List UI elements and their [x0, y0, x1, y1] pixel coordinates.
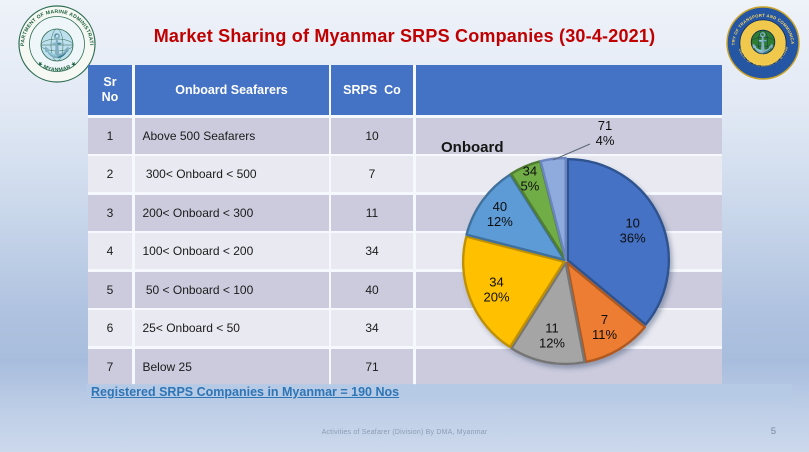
pie-slice-2	[510, 261, 586, 366]
pie-chart-title: Onboard	[441, 139, 504, 156]
table-cell-range: 25< Onboard < 50	[134, 310, 329, 346]
anchor-icon: ⚓	[751, 32, 775, 55]
table-cell-sr: 7	[88, 348, 132, 385]
table-cell-range: 300< Onboard < 500	[134, 156, 329, 192]
page-number: 5	[770, 426, 776, 437]
anchor-icon: ⚓	[43, 33, 72, 60]
note-band: Registered SRPS Companies in Myanmar = 1…	[86, 384, 792, 401]
motc-seal-logo: ⚓ MINISTRY OF TRANSPORT AND COMMUNICATIO…	[726, 6, 800, 80]
pie-label-6: 71 4%	[596, 118, 615, 148]
pie-slice-4	[465, 173, 566, 262]
pie-label-5: 34 5%	[521, 164, 540, 194]
table-header-cell-2: SRPS Co	[331, 65, 413, 115]
table-cell-range: Below 25	[134, 348, 329, 385]
table-cell-range: 200< Onboard < 300	[134, 194, 329, 231]
table-cell-count: 7	[331, 156, 413, 192]
pie-label-0: 10 36%	[620, 216, 646, 246]
table-cell-range: 100< Onboard < 200	[134, 233, 329, 269]
onboard-pie-chart: 10 36% 7 11% 11 12% 34 20% 40 12% 34 5% 71 4%	[461, 118, 670, 366]
table-cell-count: 71	[331, 348, 413, 385]
slide-title: Market Sharing of Myanmar SRPS Companies…	[153, 26, 656, 46]
pie-label-3: 34 20%	[484, 275, 510, 305]
pie-label-2: 11 12%	[539, 320, 565, 350]
table-cell-count: 10	[331, 117, 413, 154]
table-header-cell-1: Onboard Seafarers	[134, 65, 329, 115]
table-header-cell-3	[415, 65, 722, 115]
table-cell-sr: 4	[88, 233, 132, 269]
table-cell-count: 34	[331, 233, 413, 269]
table-header-cell-0: Sr No	[88, 65, 132, 115]
table-cell-count: 11	[331, 194, 413, 231]
table-cell-sr: 6	[88, 310, 132, 346]
table-cell-count: 40	[331, 271, 413, 308]
table-cell-sr: 5	[88, 271, 132, 308]
table-cell-sr: 2	[88, 156, 132, 192]
dma-seal-logo: ⚓ DEPARTMENT OF MARINE ADMINISTRATION ★ …	[16, 4, 96, 83]
pie-slice-0	[566, 157, 670, 326]
pie-slice-6	[539, 156, 567, 261]
table-cell-range: 50 < Onboard < 100	[134, 271, 329, 308]
table-cell-count: 34	[331, 310, 413, 346]
pie-leader-line	[552, 143, 591, 161]
table-cell-sr: 1	[88, 117, 132, 154]
table-cell-range: Above 500 Seafarers	[134, 117, 329, 154]
table-cell-chart-bg	[415, 117, 722, 154]
registered-companies-note: Registered SRPS Companies in Myanmar = 1…	[91, 385, 400, 399]
table-cell-sr: 3	[88, 194, 132, 231]
pie-label-1: 7 11%	[592, 312, 617, 342]
footer-text: Activities of Seafarer (Division) By DMA…	[321, 429, 488, 436]
pie-slice-3	[461, 235, 566, 349]
pie-label-4: 40 12%	[487, 199, 513, 229]
pie-slice-1	[565, 261, 647, 364]
